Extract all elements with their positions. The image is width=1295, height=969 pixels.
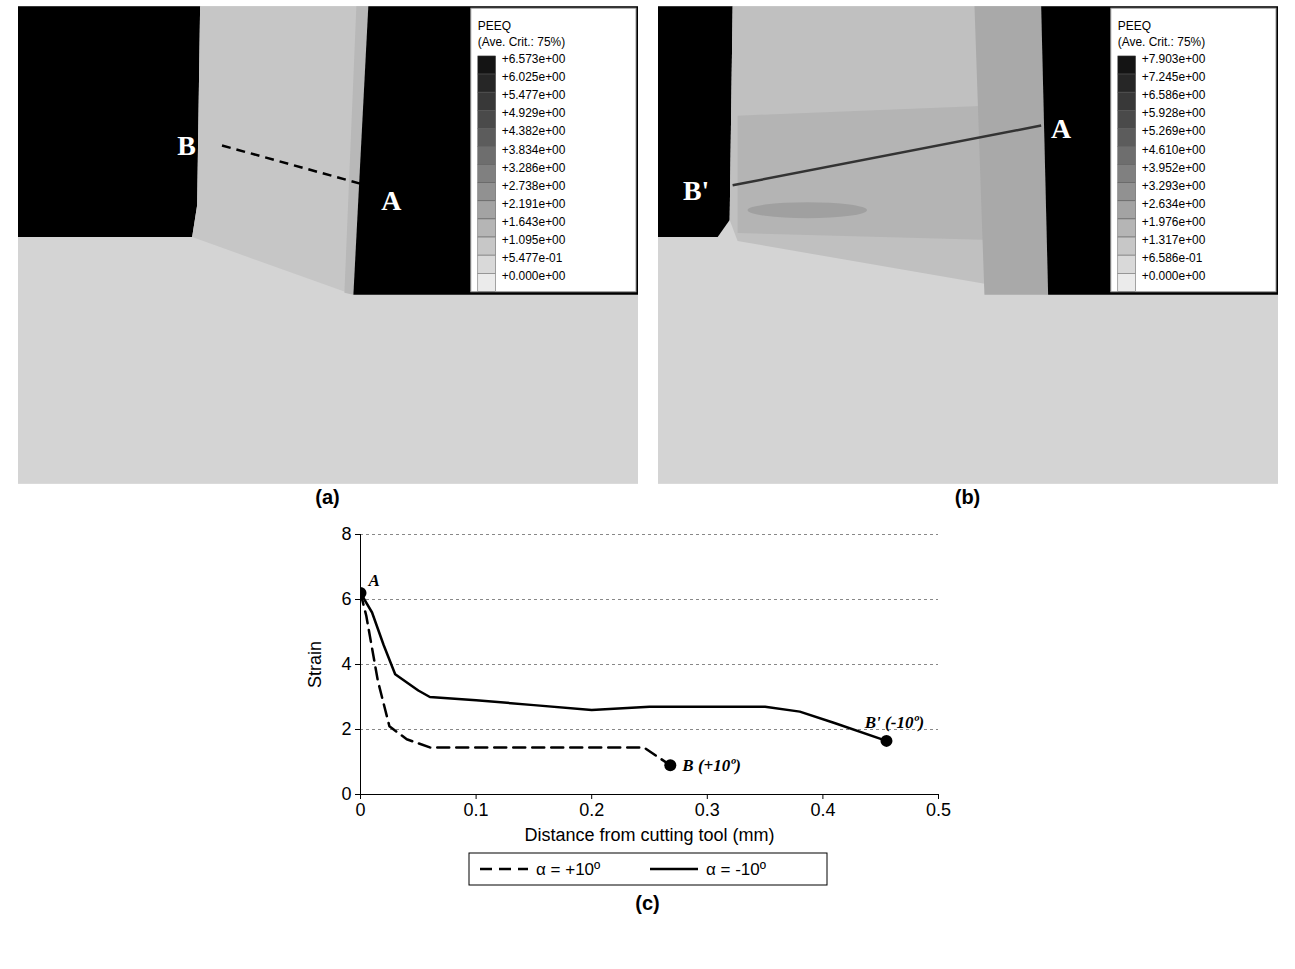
svg-text:+1.095e+00: +1.095e+00: [501, 233, 565, 247]
svg-text:+5.477e-01: +5.477e-01: [501, 251, 562, 265]
svg-text:(Ave. Crit.: 75%): (Ave. Crit.: 75%): [1117, 35, 1204, 49]
svg-text:+2.191e+00: +2.191e+00: [501, 197, 565, 211]
svg-text:Strain: Strain: [305, 641, 325, 688]
svg-text:+6.573e+00: +6.573e+00: [501, 52, 565, 66]
svg-text:+1.976e+00: +1.976e+00: [1141, 215, 1205, 229]
svg-text:+3.834e+00: +3.834e+00: [501, 143, 565, 157]
svg-text:A: A: [1051, 113, 1071, 144]
svg-text:8: 8: [341, 524, 351, 544]
svg-text:B' (-10º): B' (-10º): [863, 713, 923, 732]
svg-text:0.3: 0.3: [694, 800, 719, 820]
svg-text:+0.000e+00: +0.000e+00: [1141, 269, 1205, 283]
svg-text:PEEQ: PEEQ: [477, 19, 510, 33]
svg-text:0: 0: [355, 800, 365, 820]
svg-text:α = -10º: α = -10º: [706, 860, 766, 879]
svg-text:+7.245e+00: +7.245e+00: [1141, 70, 1205, 84]
svg-text:B: B: [177, 130, 196, 161]
svg-text:6: 6: [341, 589, 351, 609]
svg-text:4: 4: [341, 654, 351, 674]
svg-text:+7.903e+00: +7.903e+00: [1141, 52, 1205, 66]
svg-text:+5.928e+00: +5.928e+00: [1141, 106, 1205, 120]
svg-text:+6.586e+00: +6.586e+00: [1141, 88, 1205, 102]
svg-text:+1.643e+00: +1.643e+00: [501, 215, 565, 229]
svg-text:+4.929e+00: +4.929e+00: [501, 106, 565, 120]
svg-text:0: 0: [341, 784, 351, 804]
svg-text:+4.610e+00: +4.610e+00: [1141, 143, 1205, 157]
svg-text:+3.293e+00: +3.293e+00: [1141, 179, 1205, 193]
svg-text:+3.952e+00: +3.952e+00: [1141, 161, 1205, 175]
svg-text:2: 2: [341, 719, 351, 739]
svg-text:0.5: 0.5: [925, 800, 950, 820]
svg-text:+2.634e+00: +2.634e+00: [1141, 197, 1205, 211]
svg-text:0.1: 0.1: [463, 800, 488, 820]
svg-text:0.2: 0.2: [579, 800, 604, 820]
svg-text:B (+10º): B (+10º): [681, 756, 741, 775]
svg-text:+0.000e+00: +0.000e+00: [501, 269, 565, 283]
svg-text:+2.738e+00: +2.738e+00: [501, 179, 565, 193]
svg-text:Distance from cutting tool (mm: Distance from cutting tool (mm): [524, 825, 774, 845]
svg-text:+4.382e+00: +4.382e+00: [501, 125, 565, 139]
svg-text:+6.586e-01: +6.586e-01: [1141, 251, 1202, 265]
svg-text:+1.317e+00: +1.317e+00: [1141, 233, 1205, 247]
svg-text:A: A: [381, 185, 401, 216]
svg-text:(Ave. Crit.: 75%): (Ave. Crit.: 75%): [477, 35, 564, 49]
svg-text:+5.477e+00: +5.477e+00: [501, 88, 565, 102]
svg-text:+3.286e+00: +3.286e+00: [501, 161, 565, 175]
svg-text:B': B': [682, 175, 708, 206]
html-text:(a): (a): [315, 486, 340, 508]
svg-text:+5.269e+00: +5.269e+00: [1141, 125, 1205, 139]
svg-text:PEEQ: PEEQ: [1117, 19, 1150, 33]
html-text:(c): (c): [635, 892, 660, 914]
html-text:(b): (b): [954, 486, 981, 508]
svg-text:+6.025e+00: +6.025e+00: [501, 70, 565, 84]
svg-text:α = +10º: α = +10º: [536, 860, 600, 879]
svg-text:0.4: 0.4: [810, 800, 835, 820]
svg-text:A: A: [367, 571, 379, 590]
